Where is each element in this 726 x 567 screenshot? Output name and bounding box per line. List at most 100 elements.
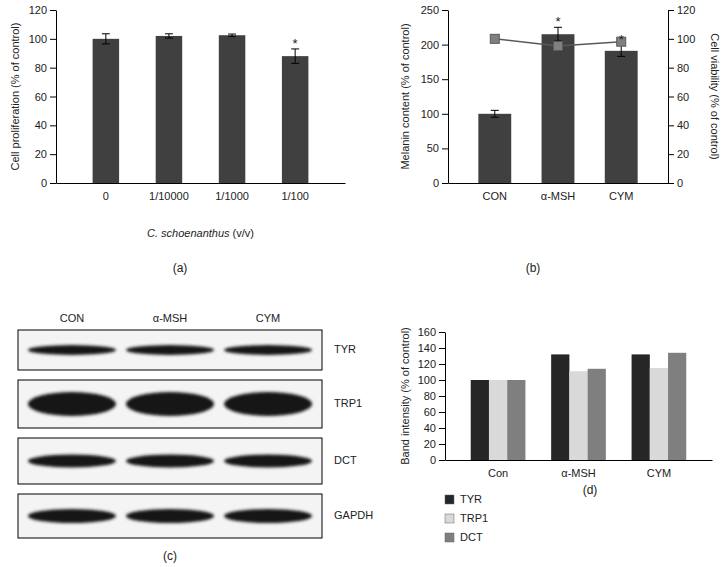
tick: α-MSH: [561, 460, 596, 479]
bar: [219, 35, 246, 183]
tick-label: 0: [433, 177, 439, 189]
tick-mark: [668, 68, 674, 69]
tick: 120: [668, 4, 695, 16]
value-axis: 0 20 40 60 80 100 120 140 160: [418, 326, 446, 466]
tick: CYM: [647, 460, 671, 479]
axis-line: [448, 11, 449, 184]
tick: 80: [668, 62, 689, 74]
y-axis-title: Melanin content (% of control): [399, 23, 411, 169]
tick-mark: [439, 332, 445, 333]
tick-label: 120: [29, 4, 47, 16]
tick-mark: [442, 79, 448, 80]
bar: [632, 354, 650, 460]
legend-label: TYR: [460, 493, 482, 505]
tick-label: 40: [35, 119, 47, 131]
error-cap: [228, 36, 236, 37]
tick-mark: [439, 348, 445, 349]
tick-label: 80: [35, 62, 47, 74]
tick: 0: [41, 177, 56, 189]
tick: 50: [427, 142, 448, 154]
tick-label: 140: [418, 342, 436, 354]
tick-mark: [668, 125, 674, 126]
tick: CYM: [609, 183, 633, 202]
tick-mark: [442, 114, 448, 115]
tick-mark: [439, 412, 445, 413]
blot-band: [224, 345, 312, 355]
blot-panel: [18, 438, 322, 484]
tick: 250: [421, 4, 448, 16]
error-line: [168, 34, 169, 38]
y-axis-title: Cell proliferation (% of control): [9, 23, 21, 171]
blot-band: [126, 455, 214, 468]
tick: 40: [668, 119, 689, 131]
tick-label: 120: [677, 4, 695, 16]
bar: [569, 371, 587, 460]
tick-label: 50: [427, 142, 439, 154]
legend: TYRTRP1DCT: [445, 493, 488, 543]
tick-mark: [668, 97, 674, 98]
tick-mark: [50, 10, 56, 11]
blot-panel: [18, 380, 322, 428]
tick: 160: [418, 326, 445, 338]
tick-mark: [50, 183, 56, 184]
error-cap: [102, 43, 110, 44]
tick: 100: [668, 33, 695, 45]
tick-label: 40: [424, 422, 436, 434]
marker: [490, 34, 499, 43]
tick-mark: [439, 380, 445, 381]
tick: 20: [424, 438, 445, 450]
category-axis: 01/100001/10001/100: [57, 183, 346, 202]
tick: 100: [418, 374, 445, 386]
error-bar: [228, 34, 236, 36]
tick: α-MSH: [541, 183, 576, 202]
tick-mark: [50, 39, 56, 40]
tick-label: 20: [424, 438, 436, 450]
error-cap: [617, 56, 625, 57]
tick: 60: [668, 91, 689, 103]
tick-label: 100: [29, 33, 47, 45]
tick-label: 0: [41, 177, 47, 189]
tick: 100: [29, 33, 56, 45]
tick-label: 100: [421, 108, 439, 120]
error-bar: [554, 27, 562, 41]
axis-line: [445, 333, 446, 461]
bar: [542, 34, 575, 183]
tick: 0: [430, 454, 445, 466]
tick: 1/100: [281, 183, 309, 202]
tick-label: 60: [677, 91, 689, 103]
tick-label: 40: [677, 119, 689, 131]
legend-label: TRP1: [460, 512, 488, 524]
blot-band: [28, 392, 116, 416]
tick-label: 80: [424, 390, 436, 402]
x-axis-title: C. schoenanthus (v/v): [147, 227, 254, 239]
tick-label: 1/1000: [215, 190, 249, 202]
bar: [93, 39, 120, 183]
blot-band: [28, 455, 116, 468]
tick: 60: [424, 406, 445, 418]
tick: 80: [424, 390, 445, 402]
blot-frame: [18, 438, 322, 484]
tick: Con: [488, 460, 508, 479]
category-axis: Con α-MSH CYM: [446, 460, 713, 479]
blot-band: [126, 392, 214, 416]
tick-label: 250: [421, 4, 439, 16]
value-axis: 050100150200250: [421, 4, 449, 189]
tick-label: CYM: [647, 467, 671, 479]
tick-label: 120: [418, 358, 436, 370]
blot-frame: [18, 330, 322, 370]
error-bar: [491, 110, 499, 117]
bar: [478, 114, 511, 183]
row-label: TYR: [334, 343, 356, 355]
error-line: [105, 34, 106, 44]
panel-label: (a): [173, 261, 188, 275]
tick: 40: [424, 422, 445, 434]
legend-swatch: [445, 533, 454, 542]
column-label: CYM: [256, 312, 280, 324]
tick: 60: [35, 91, 56, 103]
tick-mark: [442, 45, 448, 46]
error-cap: [165, 33, 173, 34]
row-label: DCT: [334, 454, 357, 466]
tick-label: 60: [35, 91, 47, 103]
value-axis: 020406080100120: [668, 4, 695, 189]
tick-label: CYM: [609, 190, 633, 202]
